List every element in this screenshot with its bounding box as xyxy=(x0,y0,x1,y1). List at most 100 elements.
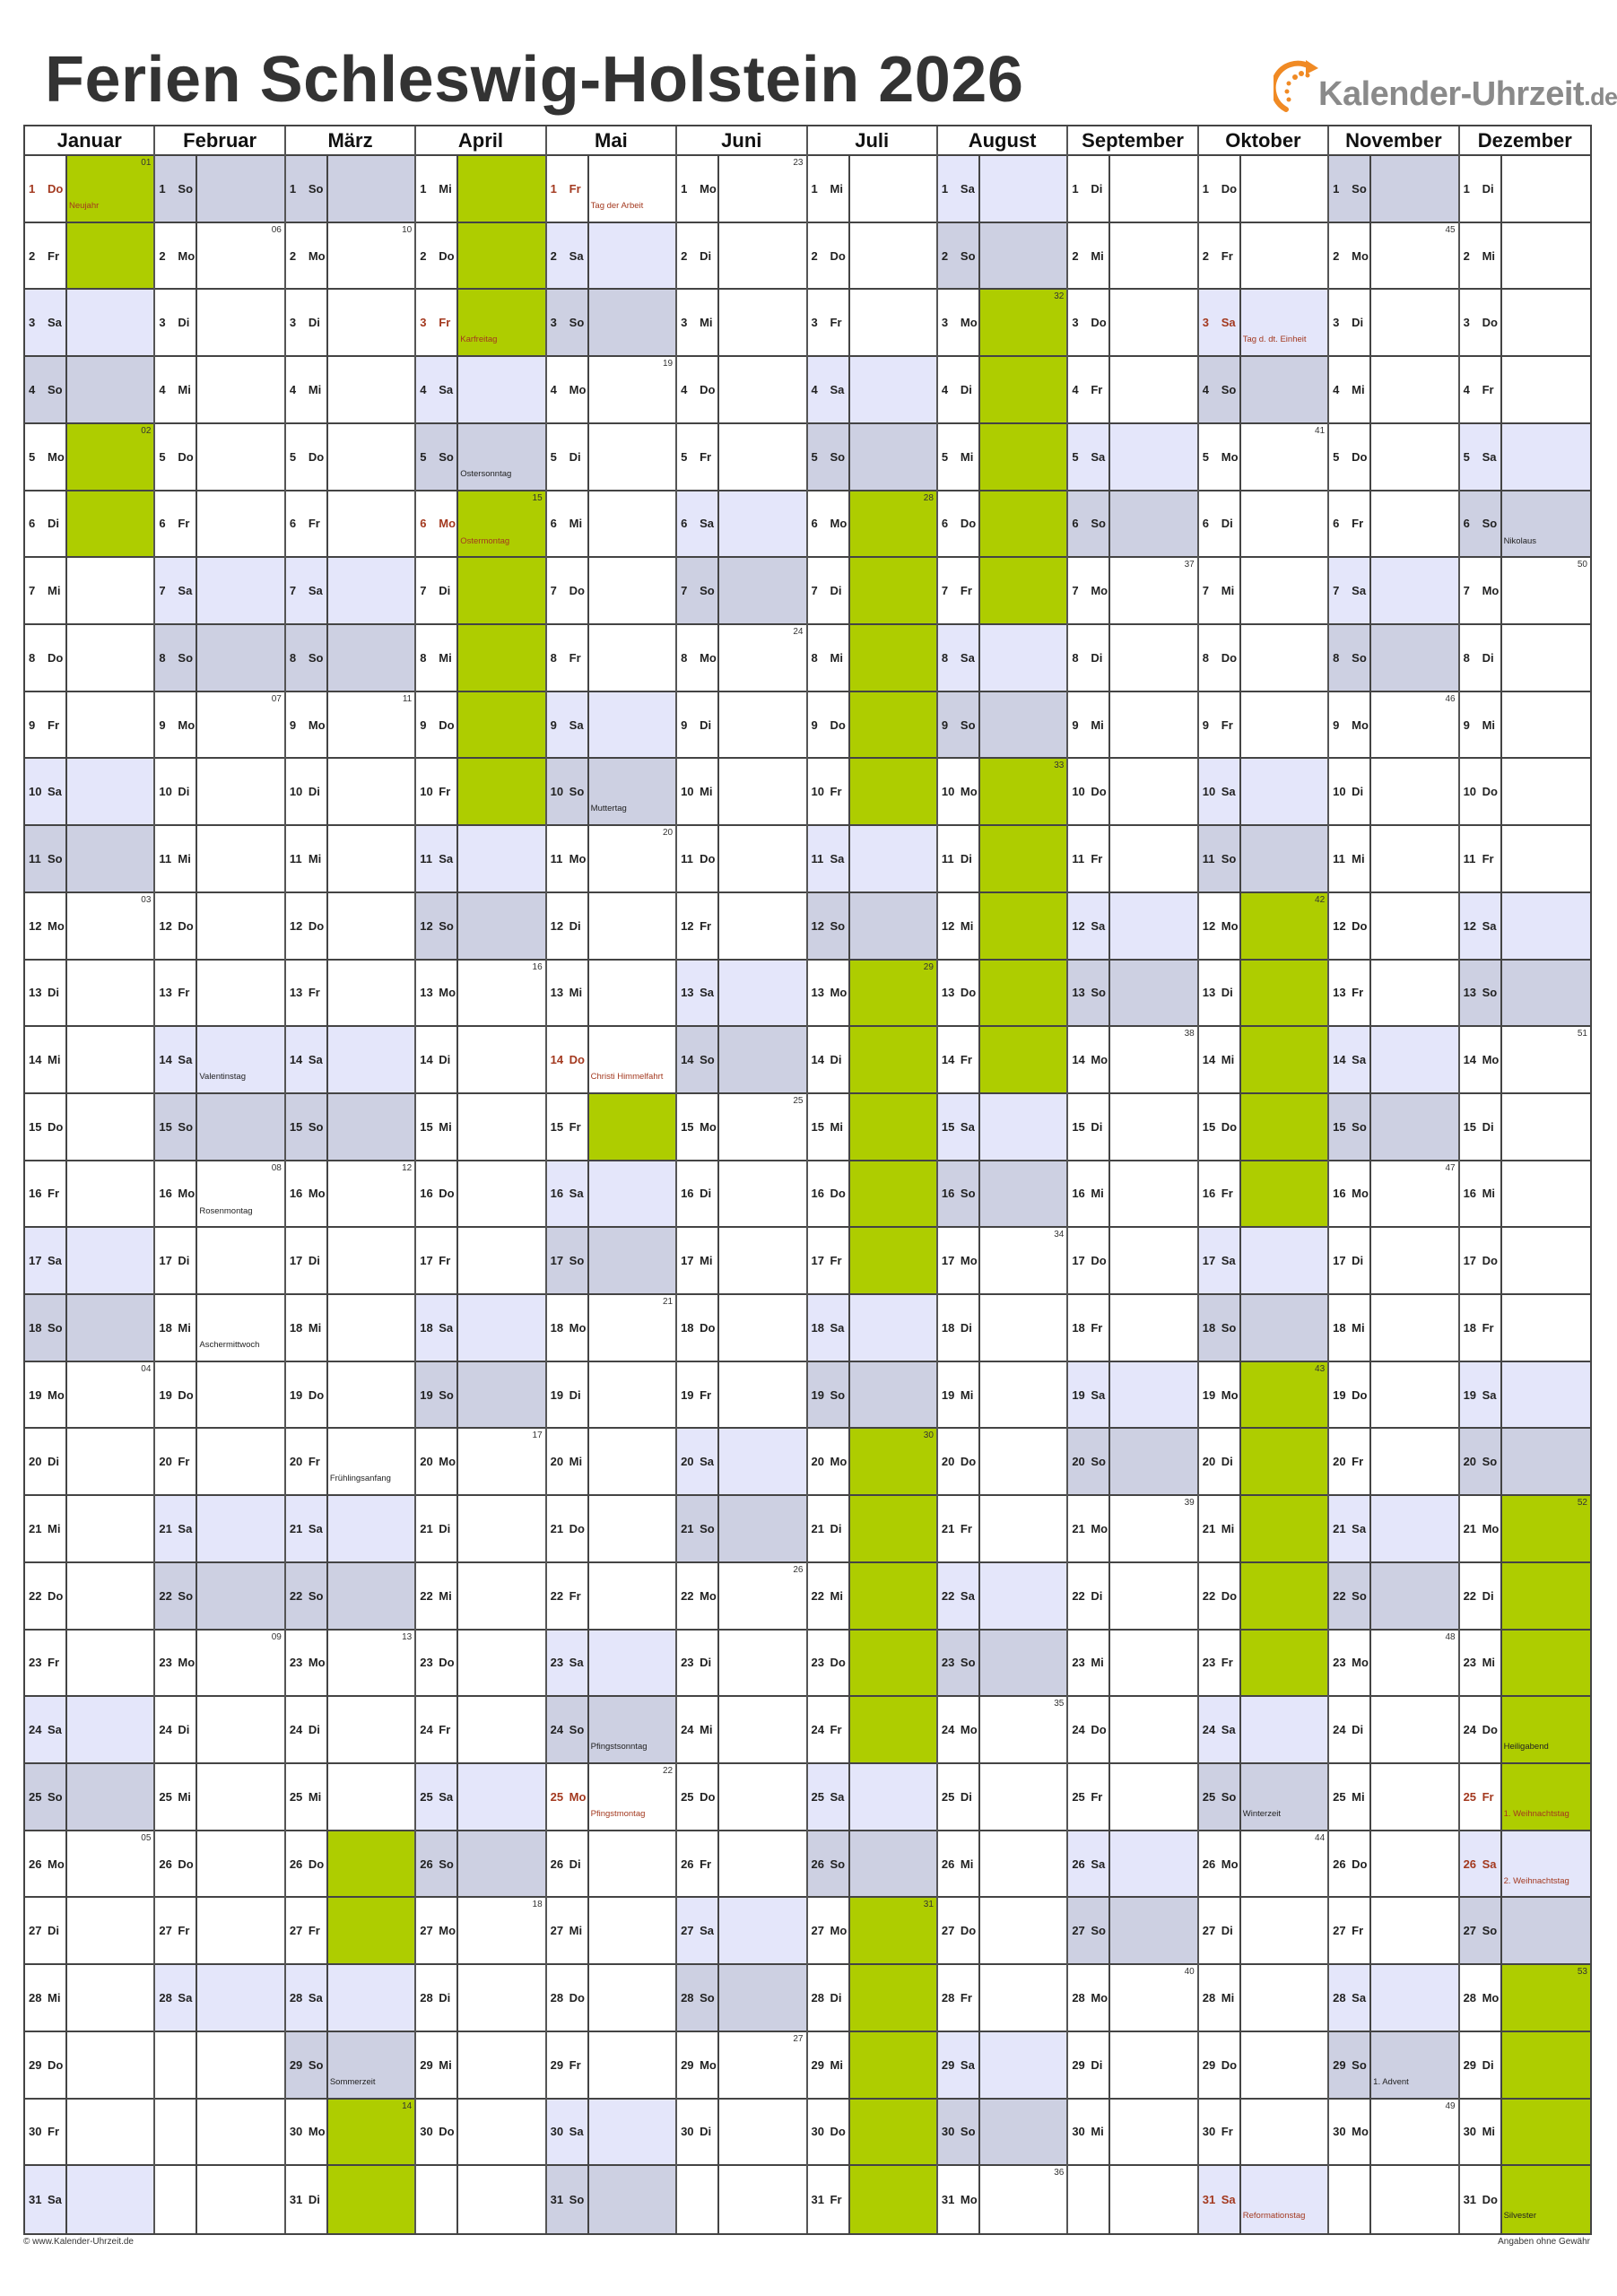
day-cell[interactable] xyxy=(719,1161,805,1227)
day-cell[interactable] xyxy=(1240,960,1328,1026)
day-row[interactable]: 3 So xyxy=(546,290,676,358)
day-cell[interactable] xyxy=(979,691,1067,758)
day-cell[interactable] xyxy=(1240,1496,1328,1561)
day-cell[interactable]: 36 xyxy=(980,2166,1066,2233)
day-cell[interactable] xyxy=(979,222,1067,289)
day-row[interactable]: 17 So xyxy=(546,1228,676,1296)
day-row[interactable]: 25 Fr 1. Weihnachtstag xyxy=(1459,1764,1590,1831)
day-row[interactable]: 9 Fr xyxy=(25,691,154,760)
day-row[interactable]: 24 Di xyxy=(285,1697,415,1765)
day-cell[interactable] xyxy=(719,357,805,422)
day-row[interactable]: 18 Mi Aschermittwoch xyxy=(155,1295,284,1362)
day-row[interactable]: 15 Di xyxy=(1459,1093,1590,1161)
day-row[interactable]: 19 Mo 04 xyxy=(25,1361,154,1430)
day-row[interactable]: 4 Sa xyxy=(807,357,936,424)
day-row[interactable]: 13 So xyxy=(1459,960,1590,1028)
day-cell[interactable] xyxy=(1241,2032,1327,2098)
day-cell[interactable] xyxy=(979,892,1067,959)
day-row[interactable]: 27 Do xyxy=(937,1898,1067,1966)
day-cell[interactable] xyxy=(327,1898,415,1964)
day-cell[interactable] xyxy=(327,558,415,623)
day-row[interactable]: 1 Mi xyxy=(807,156,936,223)
day-row[interactable]: 16 Di xyxy=(677,1161,806,1229)
day-row[interactable]: 13 Mo 29 xyxy=(807,960,936,1028)
day-row[interactable]: 2 Mi xyxy=(1068,222,1197,291)
day-cell[interactable]: 05 xyxy=(67,1831,153,1897)
day-cell[interactable]: Reformationstag xyxy=(1240,2166,1328,2233)
day-cell[interactable] xyxy=(1241,156,1327,222)
day-cell[interactable]: Valentinstag xyxy=(197,1027,284,1092)
day-cell[interactable] xyxy=(1110,692,1196,758)
day-cell[interactable] xyxy=(1110,892,1197,959)
day-row[interactable]: 10 Mi xyxy=(677,759,806,827)
day-cell[interactable] xyxy=(1371,759,1457,824)
day-cell[interactable] xyxy=(1110,1697,1196,1762)
day-cell[interactable]: 44 xyxy=(1241,1831,1327,1897)
day-cell[interactable] xyxy=(1371,1496,1458,1561)
day-cell[interactable] xyxy=(1371,290,1457,355)
day-row[interactable]: 23 Do xyxy=(807,1630,936,1698)
day-row[interactable]: 25 Di xyxy=(937,1764,1067,1831)
day-row[interactable]: 15 Do xyxy=(25,1093,154,1161)
day-cell[interactable]: 32 xyxy=(979,290,1067,356)
day-cell[interactable] xyxy=(849,1027,936,1092)
day-cell[interactable] xyxy=(1240,357,1328,422)
day-cell[interactable] xyxy=(979,624,1067,691)
day-row[interactable]: 4 Sa xyxy=(416,357,545,424)
day-cell[interactable] xyxy=(67,1898,153,1963)
day-row[interactable]: 3 Di xyxy=(155,290,284,358)
day-cell[interactable] xyxy=(1240,1697,1328,1763)
day-cell[interactable] xyxy=(1240,1630,1328,1696)
day-row[interactable]: 11 Mi xyxy=(155,826,284,893)
day-row[interactable]: 27 So xyxy=(1459,1898,1590,1966)
day-row[interactable]: 9 Do xyxy=(807,691,936,760)
day-row[interactable]: 25 Mi xyxy=(285,1764,415,1831)
day-row[interactable]: 19 Mo 43 xyxy=(1198,1361,1328,1430)
day-row[interactable]: 23 Mo 48 xyxy=(1329,1630,1458,1698)
day-cell[interactable] xyxy=(197,357,283,422)
day-row[interactable]: 11 Di xyxy=(937,826,1067,893)
day-cell[interactable] xyxy=(458,2100,544,2165)
day-cell[interactable] xyxy=(1371,1295,1457,1361)
day-cell[interactable] xyxy=(588,2099,676,2165)
day-cell[interactable] xyxy=(589,961,675,1026)
day-row[interactable]: 16 Mo 08 Rosenmontag xyxy=(155,1161,284,1229)
day-cell[interactable] xyxy=(1371,491,1457,557)
day-row[interactable]: 11 Mi xyxy=(1329,826,1458,893)
day-row[interactable]: 28 Sa xyxy=(155,1965,284,2032)
day-row[interactable]: 8 Mo 24 xyxy=(677,624,806,692)
day-row[interactable]: 21 So xyxy=(677,1496,806,1563)
day-row[interactable]: 13 Fr xyxy=(155,960,284,1028)
day-row[interactable]: 4 Mo 19 xyxy=(546,357,676,424)
day-row[interactable]: 25 Mo 22 Pfingstmontag xyxy=(546,1764,676,1831)
day-cell[interactable] xyxy=(589,1898,675,1963)
day-cell[interactable] xyxy=(458,1361,545,1428)
day-cell[interactable] xyxy=(197,424,283,490)
day-cell[interactable] xyxy=(197,759,283,824)
day-cell[interactable] xyxy=(979,1027,1067,1092)
day-cell[interactable] xyxy=(980,1295,1066,1361)
day-row[interactable]: 17 Di xyxy=(285,1228,415,1296)
day-row[interactable]: 7 Fr xyxy=(937,558,1067,625)
day-cell[interactable] xyxy=(849,624,936,691)
day-row[interactable]: 31 Do Silvester xyxy=(1460,2166,1590,2233)
day-cell[interactable] xyxy=(1371,826,1457,891)
day-cell[interactable] xyxy=(849,558,936,623)
day-cell[interactable] xyxy=(719,1496,806,1561)
day-cell[interactable] xyxy=(1110,1898,1197,1964)
day-row[interactable]: 8 So xyxy=(155,624,284,692)
day-cell[interactable] xyxy=(67,222,154,289)
day-row[interactable]: 19 Sa xyxy=(1068,1361,1197,1430)
day-cell[interactable]: 35 xyxy=(980,1697,1066,1762)
day-row[interactable]: 26 Fr xyxy=(677,1831,806,1899)
day-row[interactable]: 17 Mi xyxy=(677,1228,806,1296)
day-row[interactable]: 6 Di xyxy=(1198,491,1328,559)
day-cell[interactable] xyxy=(719,960,806,1026)
day-cell[interactable] xyxy=(719,1027,806,1092)
day-row[interactable]: 4 So xyxy=(25,357,154,424)
day-cell[interactable] xyxy=(458,1161,544,1227)
day-row[interactable]: 2 Mi xyxy=(1459,222,1590,291)
day-cell[interactable] xyxy=(979,960,1067,1026)
day-row[interactable]: 26 Sa xyxy=(1068,1831,1197,1899)
day-cell[interactable] xyxy=(458,156,545,222)
